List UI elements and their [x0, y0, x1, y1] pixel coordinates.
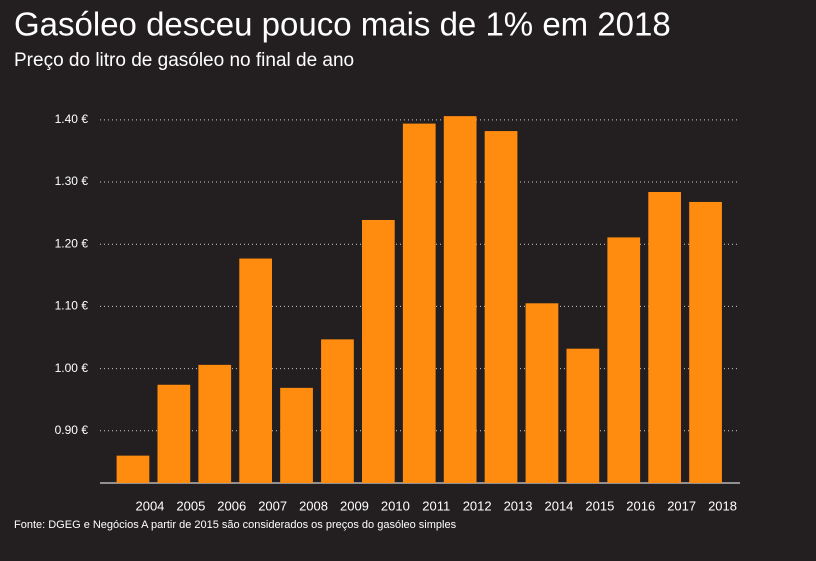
x-tick-label: 2015 [585, 498, 614, 513]
y-tick-label: 0.90 € [55, 423, 89, 437]
y-tick-label: 1.00 € [55, 361, 89, 375]
x-tick-label: 2006 [217, 498, 246, 513]
x-tick-label: 2010 [381, 498, 410, 513]
bar [280, 387, 313, 483]
bar [689, 201, 722, 483]
x-tick-label: 2018 [708, 498, 737, 513]
x-tick-label: 2013 [504, 498, 533, 513]
footer: Fonte: DGEG e Negócios A partir de 2015 … [14, 519, 457, 531]
bar [198, 364, 232, 483]
x-tick-label: 2009 [340, 498, 369, 513]
bar [525, 303, 559, 483]
x-tick-label: 2012 [463, 498, 492, 513]
x-tick-label: 2017 [667, 498, 696, 513]
y-tick-label: 1.20 € [55, 236, 89, 250]
bar [239, 258, 273, 483]
bar [361, 219, 395, 483]
bar [648, 192, 682, 483]
bar [566, 348, 600, 483]
bar [607, 237, 641, 483]
bar [321, 339, 354, 483]
x-tick-label: 2016 [626, 498, 655, 513]
x-tick-label: 2011 [422, 498, 450, 513]
x-tick-label: 2004 [135, 498, 164, 513]
bar [484, 131, 518, 484]
bar [157, 384, 191, 483]
x-tick-label: 2014 [544, 498, 573, 513]
bar [116, 455, 150, 483]
chart-subtitle: Preço do litro de gasóleo no final de an… [14, 50, 354, 71]
y-tick-label: 1.10 € [55, 299, 89, 313]
x-tick-label: 2007 [258, 498, 287, 513]
chart-title: Gasóleo desceu pouco mais de 1% em 2018 [14, 6, 671, 43]
bar [402, 123, 436, 483]
x-tick-label: 2005 [176, 498, 205, 513]
x-tick-label: 2008 [299, 498, 328, 513]
y-tick-label: 1.40 € [55, 112, 89, 126]
y-tick-label: 1.30 € [55, 174, 89, 188]
bar [443, 116, 477, 484]
